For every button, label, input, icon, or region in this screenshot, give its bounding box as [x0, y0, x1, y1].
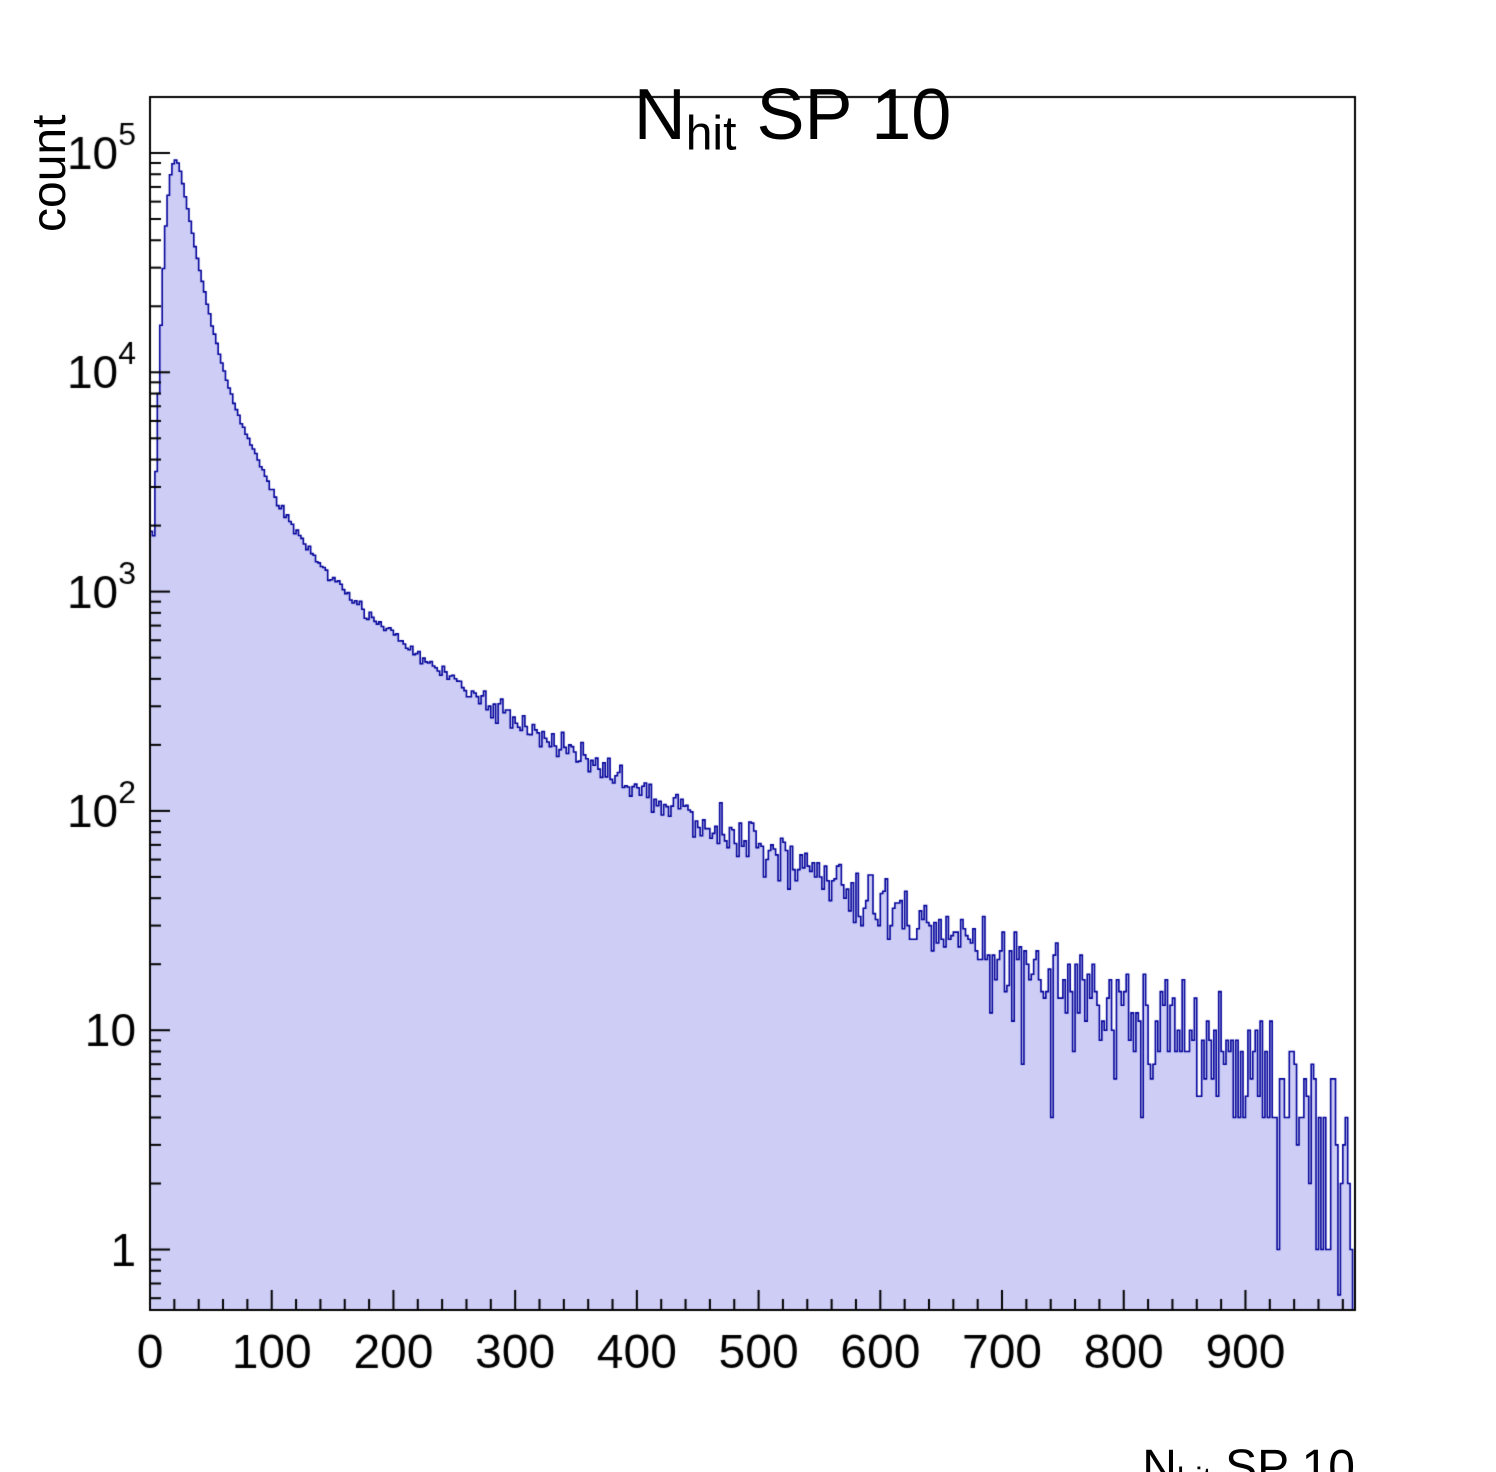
- chart-title-subscript: hit: [685, 107, 737, 161]
- x-axis-title-subscript: hit: [1177, 1460, 1212, 1472]
- x-axis-title: Nhit SP 10: [1089, 1385, 1355, 1472]
- y-axis-title: count: [23, 114, 76, 232]
- x-axis-title-rest: SP 10: [1211, 1441, 1355, 1472]
- chart-title-main: N: [633, 74, 686, 155]
- chart-title: Nhit SP 10: [150, 2, 1355, 235]
- chart-title-rest: SP 10: [736, 74, 952, 155]
- x-axis-title-main: N: [1142, 1441, 1177, 1472]
